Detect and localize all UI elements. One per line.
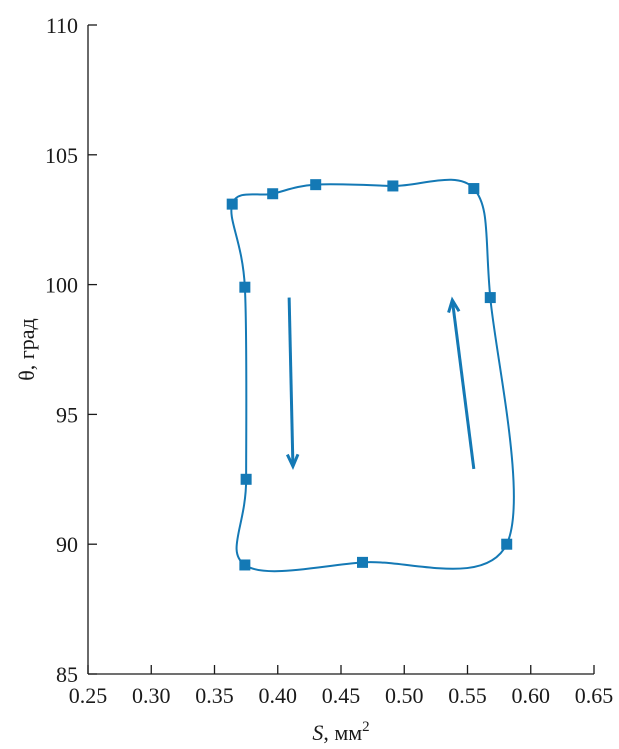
y-tick-label: 105 (45, 143, 78, 168)
x-tick-label: 0.35 (195, 683, 234, 708)
y-tick-label: 85 (56, 662, 78, 687)
x-tick-label: 0.25 (69, 683, 108, 708)
x-tick-label: 0.55 (448, 683, 487, 708)
x-tick-label: 0.65 (575, 683, 614, 708)
x-tick-label: 0.60 (512, 683, 551, 708)
data-point-marker (310, 179, 322, 191)
x-tick-label: 0.45 (322, 683, 361, 708)
axes (87, 25, 594, 675)
x-tick-label: 0.30 (132, 683, 171, 708)
arrow-down-shaft (287, 297, 295, 467)
data-point-marker (357, 556, 369, 568)
x-axis-title: S, мм2 (312, 719, 369, 745)
y-tick-label: 110 (46, 13, 78, 38)
arrow-down-icon (286, 453, 300, 470)
arrow-up-shaft (450, 299, 476, 470)
x-axis-title-unit: , мм (323, 720, 362, 745)
data-point-marker (226, 198, 238, 210)
y-tick-label: 95 (56, 402, 78, 427)
data-point-marker (387, 180, 399, 192)
data-point-marker (468, 183, 480, 195)
data-point-marker (484, 292, 496, 304)
x-axis-title-superscript: 2 (362, 719, 370, 735)
x-tick-label: 0.50 (385, 683, 424, 708)
y-axis-title: θ, град (14, 318, 39, 381)
y-tick-label: 90 (56, 532, 78, 557)
data-point-marker (267, 188, 279, 200)
plot-area (226, 178, 515, 573)
x-axis-title-symbol: S (312, 720, 323, 745)
data-point-marker (239, 559, 251, 571)
data-point-marker (501, 538, 513, 550)
ticks: 0.25 0.30 0.35 0.40 0.45 0.50 0.55 0.60 0.65 85 90… (45, 13, 613, 708)
data-point-marker (240, 473, 252, 485)
y-tick-label: 100 (45, 273, 78, 298)
arrow-up-icon (447, 296, 461, 314)
series-curve (230, 178, 515, 573)
data-point-marker (239, 281, 251, 293)
x-tick-label: 0.40 (259, 683, 298, 708)
